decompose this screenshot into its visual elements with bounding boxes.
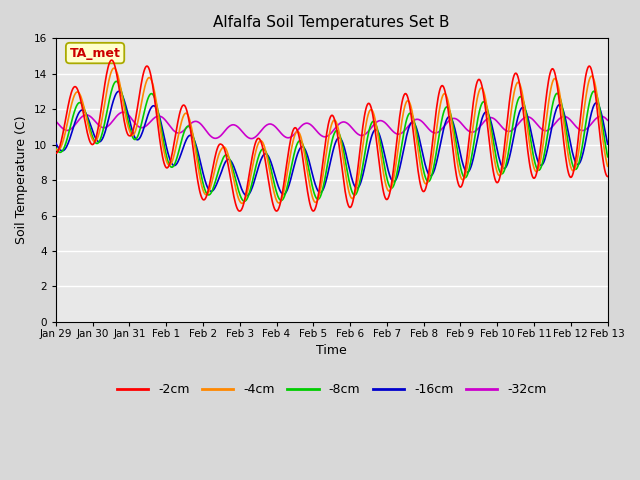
Text: TA_met: TA_met (70, 47, 120, 60)
Title: Alfalfa Soil Temperatures Set B: Alfalfa Soil Temperatures Set B (214, 15, 450, 30)
Legend: -2cm, -4cm, -8cm, -16cm, -32cm: -2cm, -4cm, -8cm, -16cm, -32cm (112, 378, 552, 401)
Y-axis label: Soil Temperature (C): Soil Temperature (C) (15, 116, 28, 244)
X-axis label: Time: Time (316, 345, 347, 358)
